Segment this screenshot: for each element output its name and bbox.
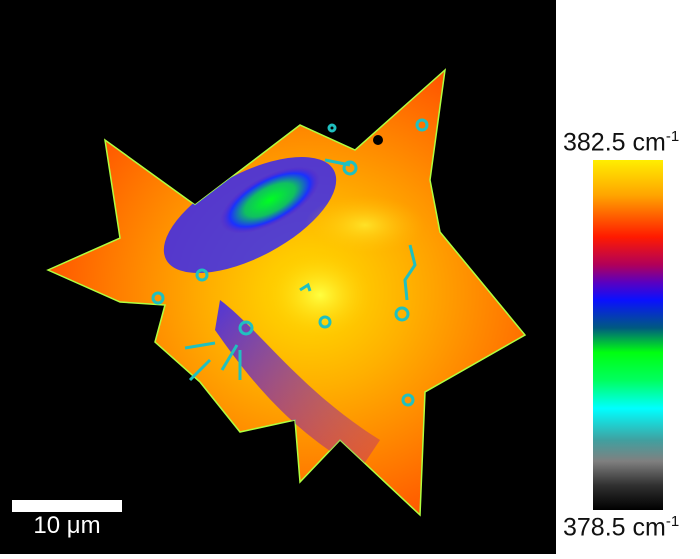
colorbar-unit: cm: [632, 128, 666, 157]
colorbar: [593, 160, 663, 510]
scale-bar-label: 10 μm: [33, 512, 101, 539]
colorbar-unit: cm: [632, 513, 666, 542]
colorbar-min-label: 378.5 cm-1: [563, 513, 679, 542]
colorbar-max-label: 382.5 cm-1: [563, 128, 679, 157]
colorbar-unit-exponent: -1: [665, 128, 680, 145]
raman-map: 10 μm: [0, 0, 556, 554]
colorbar-min-value: 378.5: [563, 513, 626, 542]
scale-bar: [12, 500, 122, 512]
flake-image: [46, 68, 527, 517]
colorbar-unit-exponent: -1: [665, 513, 680, 530]
colorbar-max-value: 382.5: [563, 128, 626, 157]
